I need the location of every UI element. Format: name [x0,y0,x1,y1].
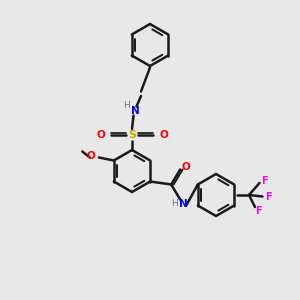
Text: O: O [87,151,96,161]
Text: H: H [171,200,178,208]
Text: O: O [159,130,168,140]
Text: F: F [261,176,267,187]
Text: F: F [255,206,261,217]
Text: F: F [265,191,272,202]
Text: S: S [128,130,136,140]
Text: N: N [179,199,188,209]
Text: O: O [182,161,190,172]
Text: H: H [123,100,129,109]
Text: N: N [130,106,140,116]
Text: O: O [96,130,105,140]
